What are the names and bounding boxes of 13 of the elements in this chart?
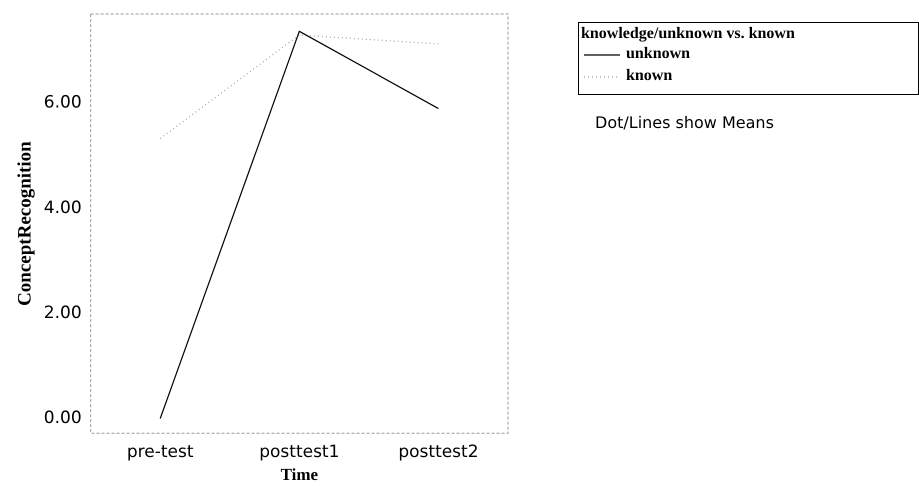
- x-tick-label: posttest1: [259, 442, 340, 462]
- x-axis-title: Time: [280, 465, 319, 484]
- x-tick-label: posttest2: [398, 442, 479, 462]
- y-tick-label: 2.00: [44, 302, 82, 323]
- y-tick-label: 0.00: [44, 408, 82, 428]
- x-tick-label: pre-test: [126, 442, 194, 462]
- text: Dot/Lines show Means: [595, 113, 774, 132]
- y-tick-label: 4.00: [44, 198, 82, 218]
- y-axis-title: ConceptRecognition: [14, 140, 36, 306]
- legend-label: known: [626, 67, 672, 84]
- y-tick-label: 6.00: [44, 92, 82, 113]
- legend-title: knowledge/unknown vs. known: [581, 25, 795, 42]
- legend-label: unknown: [626, 45, 690, 62]
